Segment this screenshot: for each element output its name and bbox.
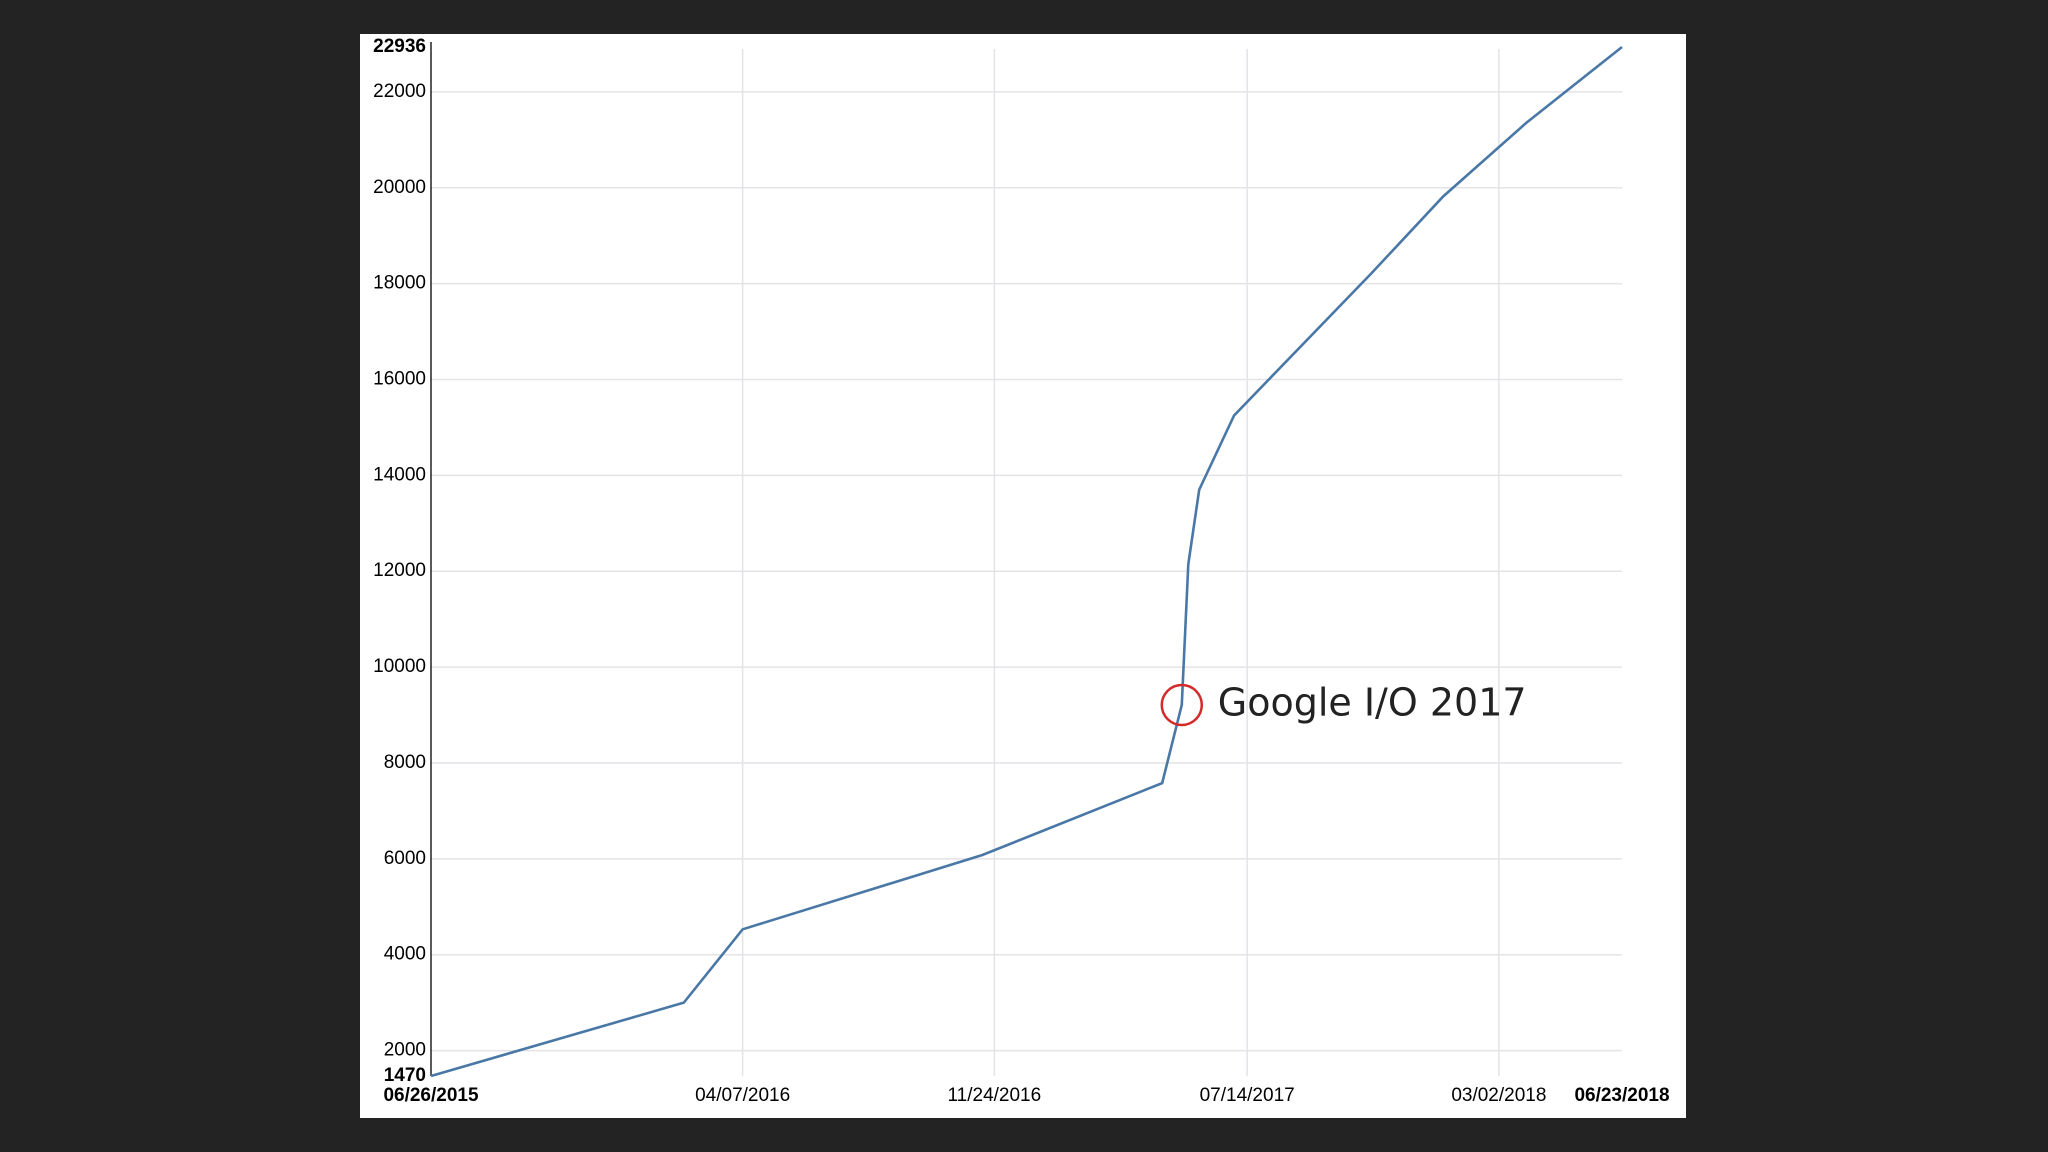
y-tick-label: 20000 (373, 177, 426, 198)
y-tick-label: 4000 (384, 944, 426, 965)
y-tick-label: 12000 (373, 560, 426, 581)
x-tick-label: 03/02/2018 (1451, 1085, 1546, 1106)
x-tick-label: 06/23/2018 (1574, 1085, 1669, 1106)
y-tick-label: 10000 (373, 656, 426, 677)
y-tick-label: 1470 (384, 1065, 426, 1086)
annotation-circle (1160, 683, 1204, 727)
chart-panel (360, 34, 1686, 1118)
y-tick-label: 2000 (384, 1040, 426, 1061)
x-tick-label: 07/14/2017 (1200, 1085, 1295, 1106)
x-tick-label: 04/07/2016 (695, 1085, 790, 1106)
y-tick-label: 6000 (384, 848, 426, 869)
y-tick-label: 22000 (373, 81, 426, 102)
data-line (430, 45, 1623, 1078)
y-tick-label: 16000 (373, 369, 426, 390)
x-tick-label: 11/24/2016 (948, 1085, 1042, 1106)
x-tick-label: 06/26/2015 (383, 1085, 479, 1106)
y-tick-label: 18000 (373, 273, 426, 294)
annotation-text: Google I/O 2017 (1218, 680, 1527, 724)
y-tick-label: 8000 (384, 752, 426, 773)
y-tick-label: 22936 (373, 36, 426, 57)
y-tick-label: 14000 (373, 464, 426, 485)
